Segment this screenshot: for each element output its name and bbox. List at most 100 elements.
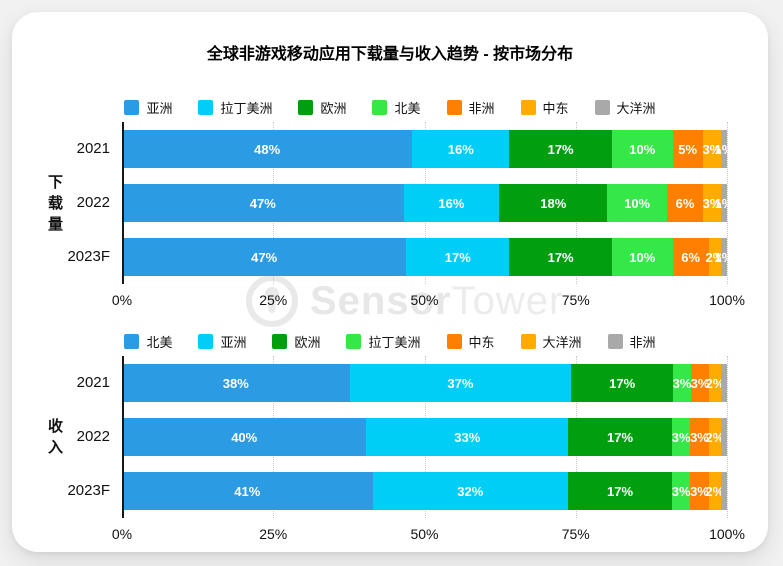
legend-item: 中东	[446, 332, 495, 351]
gridline	[727, 356, 728, 518]
chart-card: 全球非游戏移动应用下载量与收入趋势 - 按市场分布 SensorTower 亚洲…	[12, 12, 768, 552]
year-label: 2022	[76, 428, 110, 445]
side-label-downloads: 下载量	[48, 172, 63, 235]
downloads-chart: 亚洲 拉丁美洲 欧洲 北美 非洲 中东 大洋洲 下载量 2021 48% 16% 17% 10% 5%…	[12, 98, 768, 310]
legend-swatch-icon	[346, 333, 362, 349]
segment-value-label: 10%	[624, 195, 651, 211]
segment-value-label: 3%	[671, 483, 691, 499]
segment-value-label: 3%	[671, 429, 691, 445]
y-axis-line	[122, 356, 124, 518]
bar-segment-拉丁美洲: 16%	[403, 184, 500, 222]
x-tick-label: 50%	[410, 292, 439, 308]
x-tick-label: 100%	[709, 292, 745, 308]
side-label-char: 载	[48, 195, 64, 212]
x-tick-label: 50%	[410, 526, 439, 542]
page-title: 全球非游戏移动应用下载量与收入趋势 - 按市场分布	[206, 46, 574, 63]
legend-swatch-icon	[198, 333, 214, 349]
legend-label: 欧洲	[294, 334, 321, 350]
bar-segment-欧洲: 17%	[568, 472, 672, 510]
legend-item: 拉丁美洲	[198, 98, 272, 117]
bar-row: 2022 40% 33% 17% 3% 3% 2%	[77, 418, 727, 456]
legend-swatch-icon	[607, 333, 623, 349]
legend-item: 大洋洲	[520, 332, 582, 351]
year-label: 2021	[76, 140, 110, 157]
segment-value-label: 6%	[681, 249, 701, 265]
bar-segment-拉丁美洲: 16%	[412, 130, 510, 168]
segment-value-label: 17%	[547, 141, 574, 157]
legend-item: 大洋洲	[594, 98, 656, 117]
segment-value-label: 3%	[702, 195, 722, 211]
bar-segment-非洲	[720, 418, 727, 456]
bar-segment-拉丁美洲: 3%	[671, 472, 691, 510]
legend-item: 北美	[372, 98, 421, 117]
bar-segment-中东: 3%	[690, 418, 709, 456]
revenue-chart: 北美 亚洲 欧洲 拉丁美洲 中东 大洋洲 非洲 收入 2021 38% 37% 17% 3% 3% 2%…	[12, 332, 768, 544]
stacked-bar: 48% 16% 17% 10% 5%3%1%	[122, 130, 727, 168]
bar-segment-大洋洲: 1%	[715, 238, 727, 276]
side-label-char: 收	[48, 418, 64, 435]
plot-area: 2021 38% 37% 17% 3% 3% 2% 2022 40% 33% 17% 3% 3% 2% 20…	[67, 356, 745, 544]
rows: 202148%16%17%10%5%3%1%202247%16%18%10%6%…	[67, 122, 728, 284]
bar-segment-大洋洲: 1%	[715, 184, 727, 222]
bar-segment-大洋洲: 2%	[705, 418, 724, 456]
segment-value-label: 1%	[714, 249, 727, 265]
x-axis: 0% 25% 50% 75% 100%	[112, 526, 745, 544]
stacked-bar: 47% 17% 17% 10% 6%2%1%	[122, 238, 727, 276]
segment-value-label: 18%	[540, 195, 567, 211]
year-label: 2022	[76, 194, 110, 211]
segment-value-label: 2%	[705, 483, 725, 499]
segment-value-label: 41%	[234, 483, 261, 499]
legend-label: 北美	[394, 100, 421, 116]
bar-row: 2021 38% 37% 17% 3% 3% 2%	[77, 364, 727, 402]
bar-segment-欧洲: 17%	[571, 364, 674, 402]
bar-segment-大洋洲: 2%	[705, 472, 724, 510]
legend-label: 拉丁美洲	[368, 334, 421, 350]
segment-value-label: 1%	[714, 141, 727, 157]
side-label-char: 量	[48, 216, 64, 233]
segment-value-label: 33%	[454, 429, 481, 445]
x-tick-label: 100%	[709, 526, 745, 542]
legend: 亚洲 拉丁美洲 欧洲 北美 非洲 中东 大洋洲	[12, 98, 768, 116]
segment-value-label: 2%	[705, 249, 725, 265]
rows: 2021 38% 37% 17% 3% 3% 2% 2022 40% 33% 17% 3% 3% 2% 20…	[67, 356, 728, 518]
legend-swatch-icon	[446, 333, 462, 349]
segment-value-label: 17%	[547, 249, 574, 265]
segment-value-label: 2%	[705, 429, 725, 445]
legend-item: 欧洲	[272, 332, 320, 351]
legend-item: 非洲	[607, 332, 656, 351]
legend-item: 拉丁美洲	[346, 332, 421, 351]
sensortower-logo-icon	[246, 275, 298, 327]
legend-swatch-icon	[272, 333, 288, 349]
legend-swatch-icon	[520, 333, 536, 349]
segment-value-label: 3%	[672, 375, 692, 391]
bar-segment-非洲: 5%	[672, 130, 703, 168]
segment-value-label: 5%	[678, 141, 698, 157]
x-axis: 0% 25% 50% 75% 100%	[112, 292, 745, 310]
segment-value-label: 17%	[444, 249, 471, 265]
x-tick-label: 25%	[259, 292, 288, 308]
year-label: 2023F	[67, 248, 110, 265]
bar-row: 2023F 41% 32% 17% 3% 3% 2%	[67, 472, 727, 510]
x-tick-label: 0%	[111, 526, 133, 542]
segment-value-label: 1%	[714, 195, 727, 211]
bar-segment-非洲: 6%	[667, 184, 703, 222]
side-label-char: 下	[48, 174, 64, 191]
x-tick-label: 75%	[561, 526, 590, 542]
bar-segment-大洋洲: 1%	[715, 130, 727, 168]
segment-value-label: 10%	[629, 141, 656, 157]
segment-value-label: 3%	[690, 483, 709, 499]
bar-segment-欧洲: 17%	[509, 238, 613, 276]
segment-value-label: 3%	[690, 375, 710, 391]
gridline	[727, 122, 728, 284]
legend-label: 亚洲	[220, 334, 247, 350]
legend-item: 中东	[520, 98, 569, 117]
watermark-text-bold: Sensor	[310, 278, 452, 323]
sensortower-watermark: SensorTower	[244, 270, 563, 332]
segment-value-label: 3%	[690, 429, 709, 445]
segment-value-label: 10%	[629, 249, 656, 265]
legend-label: 拉丁美洲	[220, 100, 273, 116]
stacked-bar: 40% 33% 17% 3% 3% 2%	[122, 418, 727, 456]
bar-segment-欧洲: 17%	[568, 418, 672, 456]
segment-value-label: 47%	[249, 195, 276, 211]
legend: 北美 亚洲 欧洲 拉丁美洲 中东 大洋洲 非洲	[12, 332, 768, 350]
